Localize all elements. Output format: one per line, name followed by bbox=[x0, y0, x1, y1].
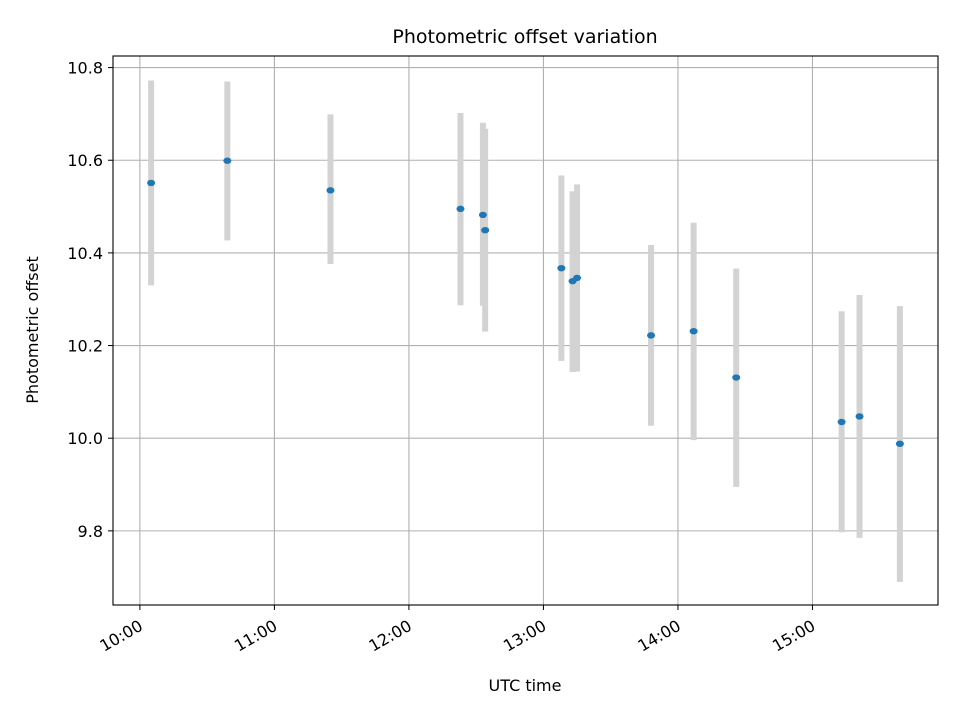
data-point bbox=[557, 264, 566, 272]
x-tick-label: 10:00 bbox=[96, 616, 145, 656]
chart-title: Photometric offset variation bbox=[392, 26, 657, 48]
grid-lines bbox=[113, 56, 938, 605]
x-axis: 10:00 11:00 12:00 13:00 14:00 15:00 bbox=[96, 605, 818, 656]
data-points bbox=[147, 157, 904, 447]
data-point bbox=[837, 418, 846, 426]
data-point bbox=[732, 374, 741, 381]
data-point bbox=[895, 440, 904, 447]
x-axis-label: UTC time bbox=[489, 676, 562, 695]
data-point bbox=[456, 205, 465, 213]
y-tick-label: 10.0 bbox=[67, 429, 103, 448]
data-point bbox=[689, 327, 698, 335]
y-axis-label: Photometric offset bbox=[23, 256, 42, 404]
data-point bbox=[478, 211, 487, 219]
data-point bbox=[223, 157, 232, 164]
x-tick-label: 15:00 bbox=[769, 616, 818, 656]
data-point bbox=[855, 413, 864, 420]
x-tick-label: 12:00 bbox=[365, 616, 414, 656]
x-tick-label: 13:00 bbox=[500, 616, 549, 656]
data-point bbox=[147, 179, 156, 187]
y-tick-label: 10.4 bbox=[67, 244, 103, 263]
y-tick-label: 10.6 bbox=[67, 151, 103, 170]
data-point bbox=[326, 187, 335, 194]
x-tick-label: 14:00 bbox=[635, 616, 684, 656]
data-point bbox=[647, 332, 656, 339]
y-tick-label: 10.2 bbox=[67, 337, 103, 356]
error-bars bbox=[148, 80, 903, 582]
data-point bbox=[573, 274, 582, 282]
y-tick-label: 10.8 bbox=[67, 59, 103, 78]
plot-frame bbox=[112, 55, 939, 606]
x-tick-label: 11:00 bbox=[231, 616, 280, 656]
y-tick-label: 9.8 bbox=[78, 522, 103, 541]
y-axis: 9.8 10.0 10.2 10.4 10.6 10.8 bbox=[67, 59, 113, 541]
data-point bbox=[481, 226, 490, 234]
